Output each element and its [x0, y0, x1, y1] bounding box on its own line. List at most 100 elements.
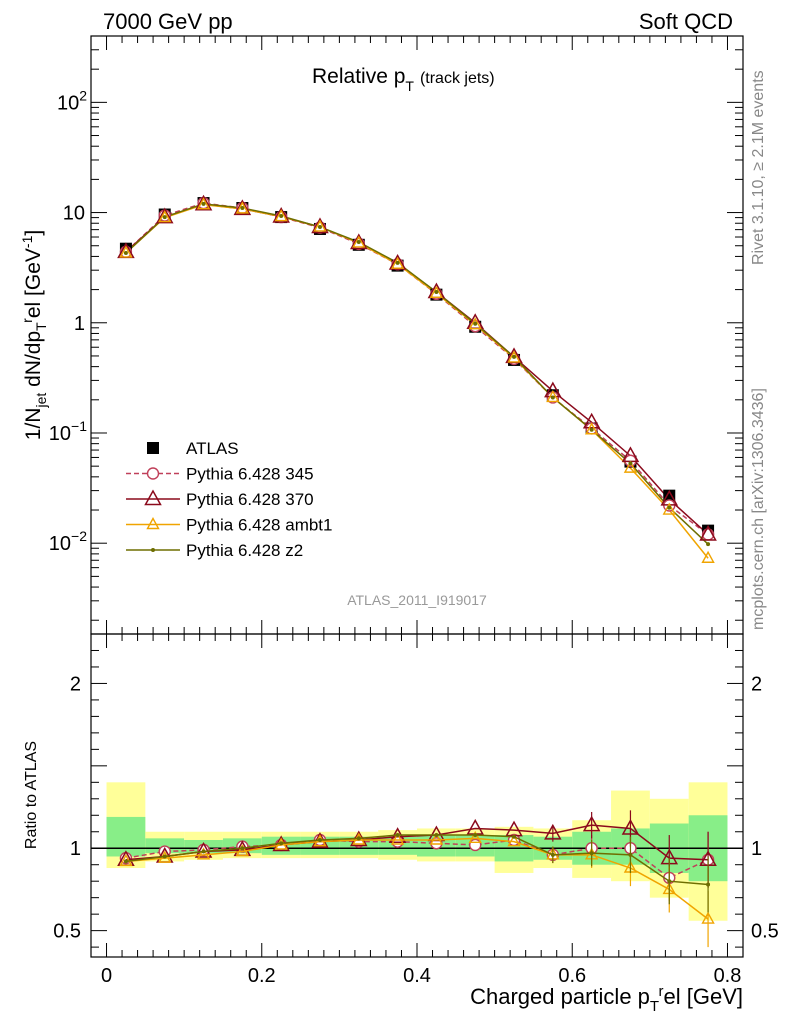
uncertainty-band-inner — [106, 816, 146, 857]
data-point: Pythia 6.428 370: 9.1 — [155, 207, 174, 224]
ratio-point: Pythia 6.428 ambt1: 1.05 — [390, 832, 405, 845]
data-point: Pythia 6.428 z2: 12 — [201, 201, 206, 206]
y-tick-label-main: 1 — [74, 313, 85, 335]
ratio-point: Pythia 6.428 345: 1.02 — [469, 838, 482, 852]
data-point: Pythia 6.428 z2: 7.4 — [317, 224, 322, 229]
y-tick-label-main: 10−1 — [49, 418, 87, 445]
data-point: ATLAS: 0.027 — [663, 489, 676, 502]
data-point: Pythia 6.428 z2: 0.0098 — [706, 542, 711, 547]
ratio-point: Pythia 6.428 z2: 0.95 — [162, 854, 167, 859]
ratio-plot-panel: 0 0.2 0.4 0.6 0.8 0.5 0.5 1 1 2 2 Pythia 6.428 345:… — [53, 633, 779, 987]
data-point: Pythia 6.428 z2: 11 — [240, 206, 245, 211]
ratio-point: Pythia 6.428 z2: 1.08 — [434, 833, 439, 838]
ratio-point: Pythia 6.428 z2: 0.97 — [589, 851, 594, 856]
data-point: Pythia 6.428 370: 5.3 — [350, 233, 368, 250]
y-axis-label-main: 1/Njet dN/dpTrel [GeV-1] — [19, 230, 49, 440]
data-point: Pythia 6.428 z2: 0.053 — [628, 461, 633, 466]
series-line — [125, 203, 709, 559]
data-point: Pythia 6.428 ambt1: 4.3 — [119, 245, 133, 258]
legend-label: Pythia 6.428 345 — [186, 465, 314, 484]
ratio-point: Pythia 6.428 ambt1: 1.04 — [507, 834, 521, 847]
y-tick-label-main: 102 — [57, 87, 87, 114]
data-point: Pythia 6.428 370: 7.4 — [311, 217, 329, 234]
ratio-point: Pythia 6.428 z2: 1.07 — [512, 834, 517, 839]
y-tick-label-main: 10 — [63, 203, 85, 225]
data-point: Pythia 6.428 ambt1: 0.48 — [507, 350, 521, 363]
data-point: Pythia 6.428 370: 10.8 — [233, 199, 252, 216]
data-point: Pythia 6.428 ambt1: 3.4 — [390, 256, 405, 269]
ratio-point: Pythia 6.428 z2: 1.06 — [356, 836, 361, 841]
data-point: Pythia 6.428 z2: 9.1 — [162, 215, 167, 220]
plot-title-extra: (track jets) — [420, 70, 495, 87]
ratio-point: Pythia 6.428 z2: 0.98 — [201, 849, 206, 854]
ratio-series-line — [125, 837, 709, 920]
legend-label: Pythia 6.428 370 — [186, 490, 314, 509]
data-point: Pythia 6.428 370: 3.45 — [388, 253, 407, 270]
ratio-series-line — [125, 834, 709, 886]
ratio-point: Pythia 6.428 ambt1: 0.57 — [701, 911, 715, 924]
y-tick-label-ratio: 0.5 — [53, 921, 81, 943]
ratio-point: Pythia 6.428 z2: 1.05 — [317, 837, 322, 842]
ratio-point: Pythia 6.428 z2: 1.03 — [279, 841, 284, 846]
ratio-point: Pythia 6.428 z2: 1 — [240, 846, 245, 851]
ratio-series-line — [125, 824, 709, 861]
ratio-series-line — [125, 839, 709, 879]
ratio-point: Pythia 6.428 ambt1: 0.98 — [235, 844, 250, 857]
series-line — [125, 202, 709, 536]
data-point: Pythia 6.428 ambt1: 1.85 — [429, 285, 444, 299]
data-point: Pythia 6.428 ambt1: 0.107 — [584, 422, 599, 435]
data-point: Pythia 6.428 z2: 0.21 — [550, 395, 555, 400]
y-tick-label-main: 10−2 — [49, 528, 87, 555]
mcplots-label: mcplots.cern.ch [arXiv:1306.3436] — [750, 388, 767, 630]
y-axis-label-ratio: Ratio to ATLAS — [23, 741, 40, 849]
header-left: 7000 GeV pp — [103, 9, 233, 34]
ratio-point: Pythia 6.428 z2: 1.08 — [395, 833, 400, 838]
ratio-point: Pythia 6.428 370: 1.12 — [621, 818, 640, 835]
legend-label: Pythia 6.428 z2 — [186, 541, 303, 560]
data-point: Pythia 6.428 ambt1: 7.4 — [313, 219, 327, 232]
ratio-point: Pythia 6.428 z2: 1.08 — [473, 833, 478, 838]
data-point: Pythia 6.428 z2: 0.98 — [473, 321, 478, 326]
data-point: Pythia 6.428 z2: 0.49 — [512, 354, 517, 359]
ratio-point: Pythia 6.428 z2: 0.96 — [550, 852, 555, 857]
header-right: Soft QCD — [639, 9, 733, 34]
legend-marker — [151, 548, 155, 552]
y-tick-label-ratio-right: 2 — [751, 673, 762, 695]
data-point: Pythia 6.428 ambt1: 0.0073 — [701, 550, 715, 563]
legend-entry: Pythia 6.428 z2 — [126, 541, 303, 560]
ratio-point: Pythia 6.428 370: 0.98 — [194, 841, 213, 858]
x-tick-label: 0 — [101, 965, 112, 987]
y-tick-label-ratio: 1 — [70, 838, 81, 860]
ratio-point: Pythia 6.428 370: 1.09 — [544, 823, 562, 840]
plot-title: Relative pT (track jets) — [312, 65, 495, 94]
rivet-label: Rivet 3.1.10, ≥ 2.1M events — [750, 70, 767, 265]
legend: ATLAS Pythia 6.428 345 Pythia 6.428 370 Pyt… — [126, 439, 332, 560]
ratio-point: Pythia 6.428 ambt1: 1.05 — [429, 832, 444, 845]
data-point: Pythia 6.428 ambt1: 0.02 — [662, 502, 676, 515]
data-point: Pythia 6.428 370: 9.2 — [272, 207, 290, 223]
data-point: Pythia 6.428 ambt1: 11.8 — [196, 197, 211, 210]
data-point: Pythia 6.428 ambt1: 0.21 — [546, 390, 560, 403]
data-point: Pythia 6.428 z2: 5.4 — [356, 240, 361, 245]
data-point: Pythia 6.428 z2: 3.5 — [395, 260, 400, 265]
x-tick-label: 0.6 — [558, 965, 586, 987]
data-point: Pythia 6.428 ambt1: 10.8 — [235, 201, 250, 214]
ratio-point: Pythia 6.428 z2: 0.96 — [628, 852, 633, 857]
x-tick-label: 0.2 — [248, 965, 276, 987]
data-point: Pythia 6.428 ambt1: 9.2 — [274, 209, 288, 222]
legend-entry: ATLAS — [147, 439, 239, 458]
legend-marker — [146, 467, 160, 480]
data-point: Pythia 6.428 z2: 1.9 — [434, 290, 439, 295]
legend-entry: Pythia 6.428 370 — [126, 489, 314, 509]
data-point: Pythia 6.428 370: 0.012 — [699, 524, 717, 541]
data-point: Pythia 6.428 ambt1: 9 — [158, 210, 172, 223]
legend-entry: Pythia 6.428 ambt1 — [126, 516, 332, 535]
legend-label: Pythia 6.428 ambt1 — [186, 516, 332, 535]
legend-entry: Pythia 6.428 345 — [126, 465, 314, 484]
series-line — [125, 203, 709, 545]
ratio-point: Pythia 6.428 z2: 0.78 — [706, 882, 711, 887]
data-point: Pythia 6.428 ambt1: 5.3 — [352, 235, 366, 248]
analysis-label: ATLAS_2011_I919017 — [347, 592, 487, 608]
data-point: Pythia 6.428 ambt1: 0.96 — [468, 317, 482, 330]
